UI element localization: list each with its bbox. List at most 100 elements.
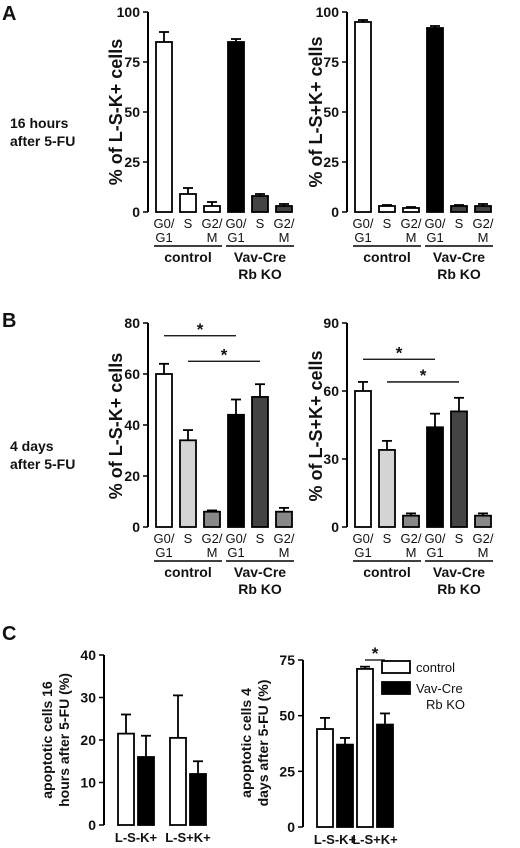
a-left-bar-3 — [227, 41, 245, 213]
b-right-x-tick-label-1-0: S — [383, 531, 392, 546]
legend-swatch-control — [381, 660, 411, 674]
b-left-y-tick-label-3: 60 — [124, 366, 140, 382]
b-left-bar-1 — [179, 439, 197, 528]
a-left-group-label-ko-line2: Rb KO — [238, 266, 282, 282]
a-right-bar-4 — [450, 205, 468, 213]
b-left-x-tick-label-5-0: G2/ — [274, 531, 295, 546]
a-left-x-tick-label-5-1: M — [279, 230, 290, 245]
a-left-x-tick-label-0-0: G0/ — [154, 216, 175, 231]
c-left-x-tick-label-0: L-S-K+ — [115, 830, 158, 845]
b-left-x-tick-label-0-0: G0/ — [154, 531, 175, 546]
b-right-bar-5 — [474, 514, 492, 528]
b-right-x-tick-label-3-1: G1 — [426, 545, 443, 560]
c-left-x-tick-label-1: L-S+K+ — [165, 830, 211, 845]
panel-letter-c: C — [2, 623, 16, 645]
a-right-y-tick-label-1: 25 — [323, 154, 339, 170]
chart-c-right: 0 25 50 75 apoptotic cells 4days after 5-FU … — [238, 644, 398, 847]
legend-label-ko-line1: Vav-Cre — [416, 681, 463, 696]
c-left-y-tick-label-4: 40 — [80, 647, 96, 663]
a-left-y-label: % of L-S-K+ cells — [106, 39, 126, 186]
b-left-sig-star-1: * — [221, 345, 228, 364]
c-right-x-tick-label-0: L-S-K+ — [314, 832, 357, 847]
a-left-bar-1 — [179, 193, 197, 213]
b-right-y-tick-label-3: 90 — [323, 315, 339, 331]
c-right-bar-0-0 — [316, 728, 334, 828]
b-left-bar-3 — [227, 413, 245, 528]
a-right-bar-2 — [402, 207, 420, 213]
c-right-y-label-line-1: days after 5-FU (%) — [255, 680, 271, 807]
b-left-x-tick-label-2-1: M — [207, 545, 218, 560]
c-right-y-label-line-0: apoptotic cells 4 — [238, 688, 254, 798]
a-left-y-tick-label-2: 50 — [124, 104, 140, 120]
b-right-y-tick-label-2: 60 — [323, 383, 339, 399]
c-right-x-tick-label-1: L-S+K+ — [352, 832, 398, 847]
a-left-x-tick-label-5-0: G2/ — [274, 216, 295, 231]
a-left-bar-2 — [203, 205, 221, 213]
b-left-group-label-ko-line1: Vav-Cre — [234, 564, 286, 580]
b-left-x-tick-label-0-1: G1 — [155, 545, 172, 560]
b-left-x-tick-label-3-0: G0/ — [226, 531, 247, 546]
c-right-sig-star-0: * — [372, 644, 379, 663]
a-left-x-tick-label-2-1: M — [207, 230, 218, 245]
legend-label-ko-line2: Rb KO — [426, 697, 465, 712]
a-right-group-label-ko-line2: Rb KO — [437, 266, 481, 282]
a-right-x-tick-label-0-0: G0/ — [353, 216, 374, 231]
c-left-y-label: apoptotic cells 16hours after 5-FU (%) — [39, 673, 72, 807]
c-left-y-label-line-0: apoptotic cells 16 — [39, 681, 55, 799]
b-left-bar-2 — [203, 510, 221, 528]
a-right-y-tick-label-4: 100 — [316, 4, 340, 20]
a-left-y-tick-label-0: 0 — [132, 204, 140, 220]
b-left-x-tick-label-3-1: G1 — [227, 545, 244, 560]
b-left-x-tick-label-1-0: S — [184, 531, 193, 546]
b-right-bar-2 — [402, 514, 420, 528]
c-right-y-tick-label-2: 50 — [279, 708, 295, 724]
a-right-bar-1 — [378, 205, 396, 213]
panel-letter-b: B — [2, 310, 16, 332]
a-right-x-tick-label-4-0: S — [455, 216, 464, 231]
a-left-x-tick-label-0-1: G1 — [155, 230, 172, 245]
a-left-x-tick-label-3-1: G1 — [227, 230, 244, 245]
b-right-group-label-control: control — [363, 564, 410, 580]
c-left-y-tick-label-2: 20 — [80, 732, 96, 748]
c-right-y-tick-label-0: 0 — [287, 819, 295, 835]
a-left-y-tick-label-4: 100 — [117, 4, 141, 20]
a-right-x-tick-label-2-0: G2/ — [401, 216, 422, 231]
a-right-group-label-ko-line1: Vav-Cre — [433, 249, 485, 265]
b-left-y-tick-label-0: 0 — [132, 519, 140, 535]
b-right-sig-star-0: * — [396, 343, 403, 362]
a-left-y-tick-label-1: 25 — [124, 154, 140, 170]
side-label-b-line2: after 5-FU — [10, 456, 75, 472]
b-left-bar-0 — [155, 373, 173, 528]
a-left-group-label-control: control — [164, 249, 211, 265]
b-right-x-tick-label-2-0: G2/ — [401, 531, 422, 546]
b-left-y-tick-label-4: 80 — [124, 315, 140, 331]
a-left-bar-4 — [251, 195, 269, 213]
a-right-bar-0 — [354, 21, 372, 213]
b-right-y-label: % of L-S+K+ cells — [306, 350, 326, 501]
legend: control Vav-Cre Rb KO — [381, 660, 465, 712]
side-label-b-line1: 4 days — [10, 438, 54, 454]
b-right-bar-0 — [354, 390, 372, 528]
c-left-bar-1-0 — [169, 736, 187, 826]
a-right-x-tick-label-2-1: M — [406, 230, 417, 245]
b-left-bar-5 — [275, 510, 293, 528]
b-left-sig-star-0: * — [197, 320, 204, 339]
b-right-group-label-ko-line1: Vav-Cre — [433, 564, 485, 580]
b-left-x-tick-label-4-0: S — [256, 531, 265, 546]
b-left-y-label: % of L-S-K+ cells — [106, 353, 126, 500]
a-left-y-tick-label-3: 75 — [124, 54, 140, 70]
chart-c-left: 0 10 20 30 40 apoptotic cells 16hours after 5… — [39, 647, 211, 845]
chart-b-right: 0 30 60 90 % of L-S+K+ cells G0/G1 S G2/M G0/G1 S… — [306, 315, 494, 597]
a-right-bar-5 — [474, 205, 492, 213]
a-left-group-label-ko-line1: Vav-Cre — [234, 249, 286, 265]
b-right-group-label-ko-line2: Rb KO — [437, 581, 481, 597]
c-left-y-label-line-1: hours after 5-FU (%) — [56, 673, 72, 807]
b-left-x-tick-label-2-0: G2/ — [202, 531, 223, 546]
a-right-y-tick-label-3: 75 — [323, 54, 339, 70]
b-right-y-tick-label-0: 0 — [331, 519, 339, 535]
side-label-a-line1: 16 hours — [10, 115, 69, 131]
panel-letter-a: A — [2, 3, 16, 25]
a-right-x-tick-label-5-0: G2/ — [473, 216, 494, 231]
b-right-x-tick-label-4-0: S — [455, 531, 464, 546]
